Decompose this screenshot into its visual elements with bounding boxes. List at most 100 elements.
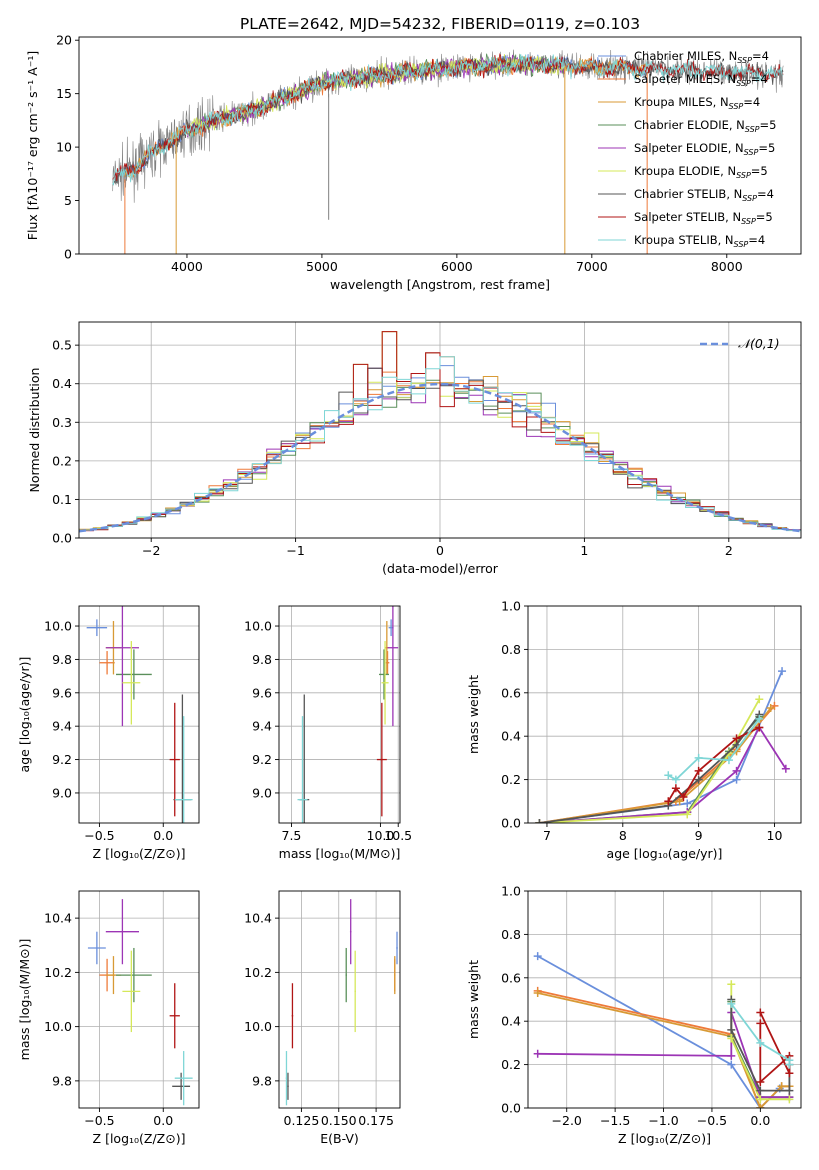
weight-line-salpeter-stelib — [759, 1012, 791, 1085]
weight-vs-Z-plot-area — [533, 952, 794, 1108]
weight-marker — [671, 775, 680, 784]
legend-entry: 𝒩(0,1) — [738, 336, 780, 351]
weight-marker — [756, 1038, 765, 1047]
weight-marker — [732, 775, 741, 784]
weight-marker — [755, 714, 764, 723]
legend-entry: Salpeter MILES, NSSP=4 — [634, 72, 768, 88]
weight-marker — [694, 775, 703, 784]
y-tick-label: 9.4 — [52, 719, 72, 734]
x-axis-label: E(B-V) — [320, 1131, 359, 1146]
mass-vs-metallicity-panel: −0.5 0.0 9.8 10.0 10.2 10.4 Z [log₁₀(Z/Z⊙)] mas… — [17, 890, 200, 1146]
y-tick-label: 10 — [56, 140, 72, 155]
weight-marker — [732, 766, 741, 775]
y-tick-label: 9.0 — [52, 785, 72, 800]
weight-marker — [755, 695, 764, 704]
axes-frame — [278, 890, 401, 1109]
weight-marker — [675, 797, 684, 806]
axes-frame — [78, 605, 200, 824]
weight-marker — [727, 1060, 736, 1069]
weight-line-kroupa-elodie — [539, 698, 761, 823]
y-tick-label: 0.4 — [501, 729, 521, 744]
x-tick-label: 6000 — [441, 259, 473, 274]
y-axis-label: mass weight — [466, 960, 481, 1039]
x-tick-label: −2.0 — [552, 1113, 582, 1128]
y-tick-label: 0.2 — [501, 772, 521, 787]
mass-vs-Z-plot-area — [87, 899, 193, 1106]
weight-line-salpeter-stelib — [667, 726, 760, 802]
y-tick-label: 9.8 — [52, 1073, 72, 1088]
x-tick-label: −1.5 — [600, 1113, 630, 1128]
legend-entry: Kroupa STELIB, NSSP=4 — [634, 233, 765, 249]
age-vs-Z-plot-area — [86, 606, 193, 823]
weight-line-chabrier-elodie — [539, 716, 760, 823]
x-tick-label: 0 — [436, 543, 444, 558]
weight-marker — [732, 734, 741, 743]
y-tick-label: 1.0 — [501, 884, 521, 899]
weight-marker — [756, 1104, 765, 1108]
weight-marker — [727, 980, 736, 989]
x-tick-label: 2 — [725, 543, 733, 558]
x-axis-label: Z [log₁₀(Z/Z⊙)] — [93, 1131, 186, 1146]
weight-marker — [533, 952, 542, 961]
weight-marker — [535, 819, 544, 823]
x-tick-label: 4000 — [171, 259, 203, 274]
y-tick-label: 9.6 — [252, 685, 272, 700]
weight-line-kroupa-miles — [539, 707, 772, 823]
y-tick-label: 9.2 — [252, 752, 272, 767]
x-axis-label: Z [log₁₀(Z/Z⊙)] — [93, 846, 186, 861]
y-tick-label: 0.3 — [52, 415, 72, 430]
y-tick-label: 10.0 — [44, 1019, 72, 1034]
weight-line-chabrier-miles — [537, 955, 781, 1108]
y-tick-label: 9.8 — [252, 652, 272, 667]
y-tick-label: 9.6 — [52, 685, 72, 700]
y-tick-label: 9.4 — [252, 719, 272, 734]
weight-marker — [683, 810, 692, 819]
y-tick-label: 9.0 — [252, 785, 272, 800]
x-tick-label: −2 — [142, 543, 160, 558]
weight-marker — [533, 988, 542, 997]
model-spectrum-kroupa-stelib — [112, 54, 784, 186]
figure-title: PLATE=2642, MJD=54232, FIBERID=0119, z=0… — [240, 15, 640, 33]
legend-entry: Salpeter STELIB, NSSP=5 — [634, 210, 773, 226]
y-tick-label: 10.4 — [244, 911, 272, 926]
weight-marker — [727, 1025, 736, 1034]
y-tick-label: 0.1 — [52, 492, 72, 507]
x-tick-label: 9 — [695, 828, 703, 843]
x-axis-label: wavelength [Angstrom, rest frame] — [330, 277, 550, 292]
weight-marker — [679, 792, 688, 801]
y-tick-label: 0.5 — [52, 338, 72, 353]
x-tick-label: 8000 — [711, 259, 743, 274]
y-tick-label: 0.4 — [52, 376, 72, 391]
age-vs-mass-plot-area — [297, 606, 399, 823]
weight-marker — [727, 1034, 736, 1043]
mass-vs-ebv-panel: 0.125 0.150 0.175 9.8 10.0 10.2 10.4 E(B-V) — [244, 890, 401, 1146]
model-spectrum-salpeter-elodie — [186, 54, 565, 138]
legend-entry: Chabrier ELODIE, NSSP=5 — [634, 118, 776, 134]
x-tick-label: 8 — [619, 828, 627, 843]
weight-marker — [785, 1086, 794, 1095]
y-tick-label: 15 — [56, 86, 72, 101]
x-axis-label: age [log₁₀(age/yr)] — [607, 846, 723, 861]
x-tick-label: 10 — [767, 828, 783, 843]
residuals-panel: −2 −1 0 1 2 0.0 0.1 0.2 0.3 0.4 0.5 (data-model)/er… — [27, 321, 802, 576]
x-tick-label: 0.0 — [153, 1113, 173, 1128]
weight-marker — [777, 1082, 786, 1091]
y-tick-label: 9.8 — [52, 652, 72, 667]
weight-marker — [755, 723, 764, 732]
weight-marker — [756, 1086, 765, 1095]
x-axis-label: Z [log₁₀(Z/Z⊙)] — [618, 1131, 711, 1146]
weight-marker — [694, 766, 703, 775]
axes-frame — [527, 605, 802, 824]
weight-vs-age-panel: 7 8 9 10 0.0 0.2 0.4 0.6 0.8 1.0 age [log₁₀(age/yr… — [466, 599, 802, 861]
weight-marker — [781, 764, 790, 773]
y-tick-label: 10.0 — [244, 619, 272, 634]
y-tick-label: 0.8 — [501, 642, 521, 657]
y-tick-label: 0.6 — [501, 970, 521, 985]
weight-marker — [664, 797, 673, 806]
y-tick-label: 10.0 — [244, 1019, 272, 1034]
y-axis-label: Normed distribution — [27, 368, 42, 493]
weight-marker — [778, 667, 787, 676]
weight-vs-metallicity-panel: −2.0 −1.5 −1.0 −0.5 0.0 0.0 0.2 0.4 0.6 0.8 1.0 Z [… — [466, 884, 802, 1146]
residuals-plot-area — [79, 331, 801, 533]
